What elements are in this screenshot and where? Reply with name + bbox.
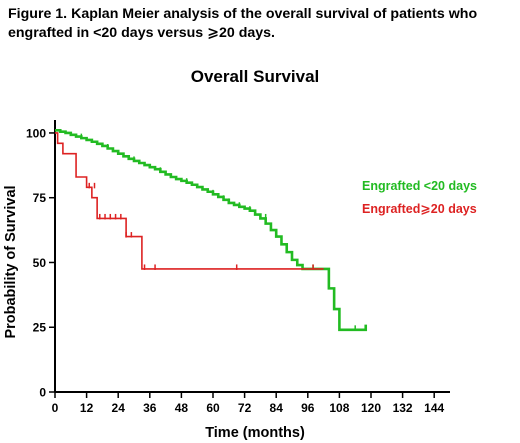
y-tick-label: 50 [33,256,47,270]
x-tick-label: 12 [80,401,94,415]
x-tick-label: 24 [112,401,126,415]
y-axis-label: Probability of Survival [3,185,19,338]
chart-title: Overall Survival [191,67,320,86]
x-tick-label: 96 [301,401,315,415]
y-tick-label: 100 [26,126,46,140]
caption-line-1: Figure 1. Kaplan Meier analysis of the o… [8,6,478,22]
survival-curve-lt20 [55,129,368,332]
survival-curve-ge20 [55,132,324,270]
x-tick-label: 84 [270,401,284,415]
caption-line-2: engrafted in <20 days versus ⩾20 days. [8,25,275,41]
x-tick-label: 120 [361,401,381,415]
x-tick-label: 36 [143,401,157,415]
x-tick-label: 72 [238,401,252,415]
x-tick-label: 0 [52,401,59,415]
figure-caption: Figure 1. Kaplan Meier analysis of the o… [8,5,513,43]
y-tick-label: 75 [33,191,47,205]
x-tick-label: 144 [424,401,444,415]
y-tick-label: 25 [33,321,47,335]
legend-label-lt20: Engrafted <20 days [362,179,477,193]
legend-label-ge20: Engrafted⩾20 days [362,202,477,216]
x-tick-label: 108 [329,401,349,415]
x-tick-label: 60 [206,401,220,415]
x-tick-label: 132 [393,401,413,415]
x-axis-label: Time (months) [205,425,305,441]
y-tick-label: 0 [39,386,46,400]
x-tick-label: 48 [175,401,189,415]
